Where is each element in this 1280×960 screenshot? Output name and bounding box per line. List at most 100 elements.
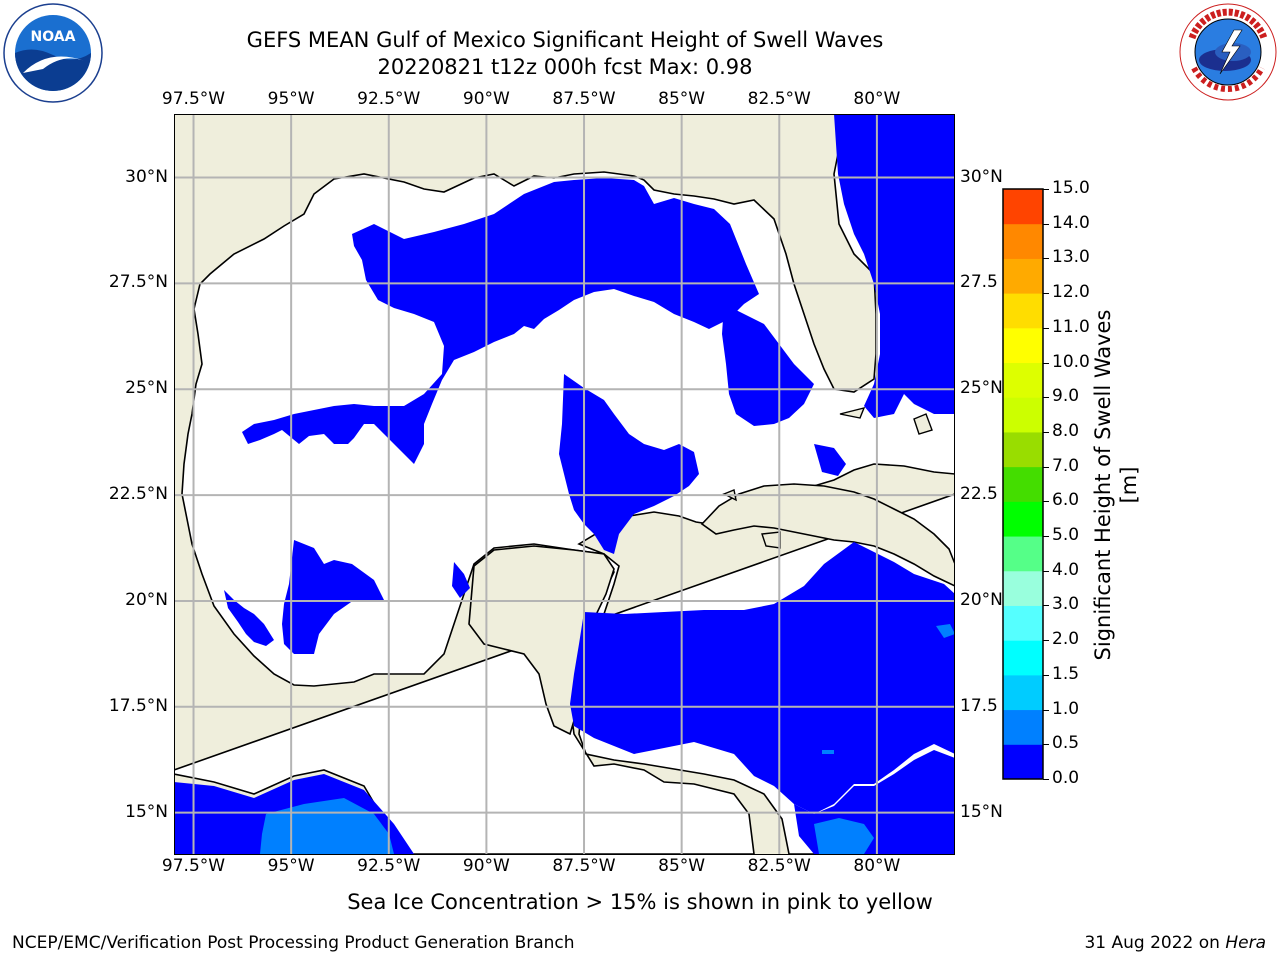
colorbar-tick-mark: [1043, 744, 1049, 746]
producer-credit: NCEP/EMC/Verification Post Processing Pr…: [12, 933, 575, 953]
colorbar-tick-mark: [1043, 536, 1049, 538]
lon-tick-label: 80°W: [853, 89, 901, 109]
lat-tick-label: 17.5°N: [108, 695, 168, 716]
colorbar-band: [1003, 709, 1043, 745]
lat-tick-label: 30°N: [960, 166, 1003, 187]
colorbar-tick-mark: [1043, 431, 1049, 433]
lat-tick-label: 17.5: [960, 695, 998, 716]
lon-tick-label: 90°W: [462, 856, 510, 876]
swell-region-southeast-gulf: [814, 444, 846, 476]
colorbar-band: [1003, 536, 1043, 572]
lon-tick-label: 82.5°W: [747, 856, 811, 876]
colorbar-tick-label: 4.0: [1052, 559, 1080, 580]
lon-tick-label: 97.5°W: [161, 89, 226, 109]
colorbar-band: [1003, 605, 1043, 641]
colorbar-tick-label: 13.0: [1052, 247, 1090, 268]
colorbar-tick-label: 2.0: [1052, 629, 1080, 650]
colorbar-tick-label: 15.0: [1052, 178, 1090, 198]
colorbar-tick-label: 3.0: [1052, 594, 1080, 615]
swell-region-east-central-gulf: [722, 304, 814, 426]
colorbar-tick-label: 11.0: [1052, 316, 1090, 337]
colorbar-band: [1003, 744, 1043, 780]
swell-region-mid-east: [814, 818, 874, 854]
colorbar-tick-label: 5.0: [1052, 525, 1080, 546]
colorbar-band: [1003, 223, 1043, 259]
nws-logo: [1179, 3, 1277, 101]
colorbar: [1002, 188, 1044, 780]
colorbar-band: [1003, 466, 1043, 502]
lat-tick-label: 25°N: [125, 378, 168, 399]
colorbar-tick-label: 14.0: [1052, 212, 1090, 233]
colorbar-tick-label: 12.0: [1052, 282, 1090, 303]
lat-tick-label: 30°N: [125, 166, 168, 187]
lon-tick-label: 82.5°W: [747, 89, 811, 109]
colorbar-band: [1003, 258, 1043, 294]
colorbar-tick-mark: [1043, 327, 1049, 329]
lat-tick-label: 25°N: [960, 378, 1003, 399]
lat-tick-label: 27.5°N: [108, 272, 168, 293]
lat-tick-label: 20°N: [960, 589, 1003, 610]
lon-tick-label: 87.5°W: [552, 856, 616, 876]
map-subtitle: 20220821 t12z 000h fcst Max: 0.98: [377, 55, 753, 79]
swell-contour-layer: [174, 114, 955, 854]
colorbar-tick-mark: [1043, 501, 1049, 503]
swell-region-mid-small: [936, 624, 955, 638]
lon-tick-label: 95°W: [267, 89, 315, 109]
cuba-island: [700, 483, 955, 587]
sea-ice-note: Sea Ice Concentration > 15% is shown in …: [347, 890, 933, 914]
colorbar-tick-label: 1.5: [1052, 663, 1080, 684]
run-host: Hera: [1225, 933, 1266, 953]
colorbar-frame: [1002, 188, 1044, 780]
lon-tick-label: 80°W: [853, 856, 901, 876]
colorbar-tick-label: 1.0: [1052, 698, 1080, 719]
lat-tick-label: 15°N: [960, 801, 1003, 822]
swell-region-west-gulf: [282, 540, 384, 654]
colorbar-band: [1003, 570, 1043, 606]
swell-region-florida-straits: [834, 114, 955, 418]
run-date: 31 Aug 2022 on Hera: [1084, 933, 1266, 953]
colorbar-tick-mark: [1043, 779, 1049, 780]
map-title: GEFS MEAN Gulf of Mexico Significant Hei…: [246, 28, 884, 52]
colorbar-tick-label: 0.0: [1052, 768, 1080, 788]
lon-tick-label: 87.5°W: [552, 89, 616, 109]
colorbar-tick-mark: [1043, 258, 1049, 260]
lon-tick-label: 85°W: [658, 856, 706, 876]
colorbar-tick-mark: [1043, 189, 1049, 190]
run-date-text: 31 Aug 2022 on: [1084, 933, 1226, 953]
colorbar-tick-mark: [1043, 466, 1049, 468]
lon-tick-label: 90°W: [462, 89, 510, 109]
colorbar-band: [1003, 397, 1043, 433]
noaa-logo: NOAA: [3, 3, 103, 103]
lat-tick-label: 20°N: [125, 589, 168, 610]
colorbar-tick-label: 9.0: [1052, 386, 1080, 407]
colorbar-band: [1003, 189, 1043, 225]
lon-tick-label: 95°W: [267, 856, 315, 876]
colorbar-tick-mark: [1043, 640, 1049, 642]
colorbar-tick-label: 7.0: [1052, 455, 1080, 476]
colorbar-band: [1003, 327, 1043, 364]
lat-tick-label: 22.5°N: [108, 484, 168, 505]
colorbar-tick-label: 6.0: [1052, 490, 1080, 511]
swell-region-west-coast: [224, 590, 274, 646]
colorbar-tick-mark: [1043, 570, 1049, 572]
colorbar-band: [1003, 501, 1043, 537]
colorbar-band: [1003, 674, 1043, 711]
colorbar-tick-mark: [1043, 674, 1049, 676]
colorbar-tick-mark: [1043, 709, 1049, 711]
colorbar-tick-label: 10.0: [1052, 351, 1090, 372]
colorbar-band: [1003, 293, 1043, 329]
lon-tick-label: 97.5°W: [161, 856, 226, 876]
swell-region-bay-campeche: [452, 562, 470, 598]
colorbar-band: [1003, 640, 1043, 676]
colorbar-tick-label: 8.0: [1052, 420, 1080, 441]
lat-tick-label: 22.5: [960, 484, 998, 505]
swell-region-mid-dot: [822, 750, 834, 754]
colorbar-tick-mark: [1043, 293, 1049, 295]
map-graticule: [174, 114, 955, 855]
colorbar-tick-label: 0.5: [1052, 733, 1080, 754]
colorbar-tick-mark: [1043, 362, 1049, 364]
colorbar-tick-mark: [1043, 605, 1049, 607]
swell-region-central-gulf: [559, 374, 699, 554]
lat-tick-label: 27.5: [960, 272, 998, 293]
swell-region-caribbean: [570, 542, 955, 814]
